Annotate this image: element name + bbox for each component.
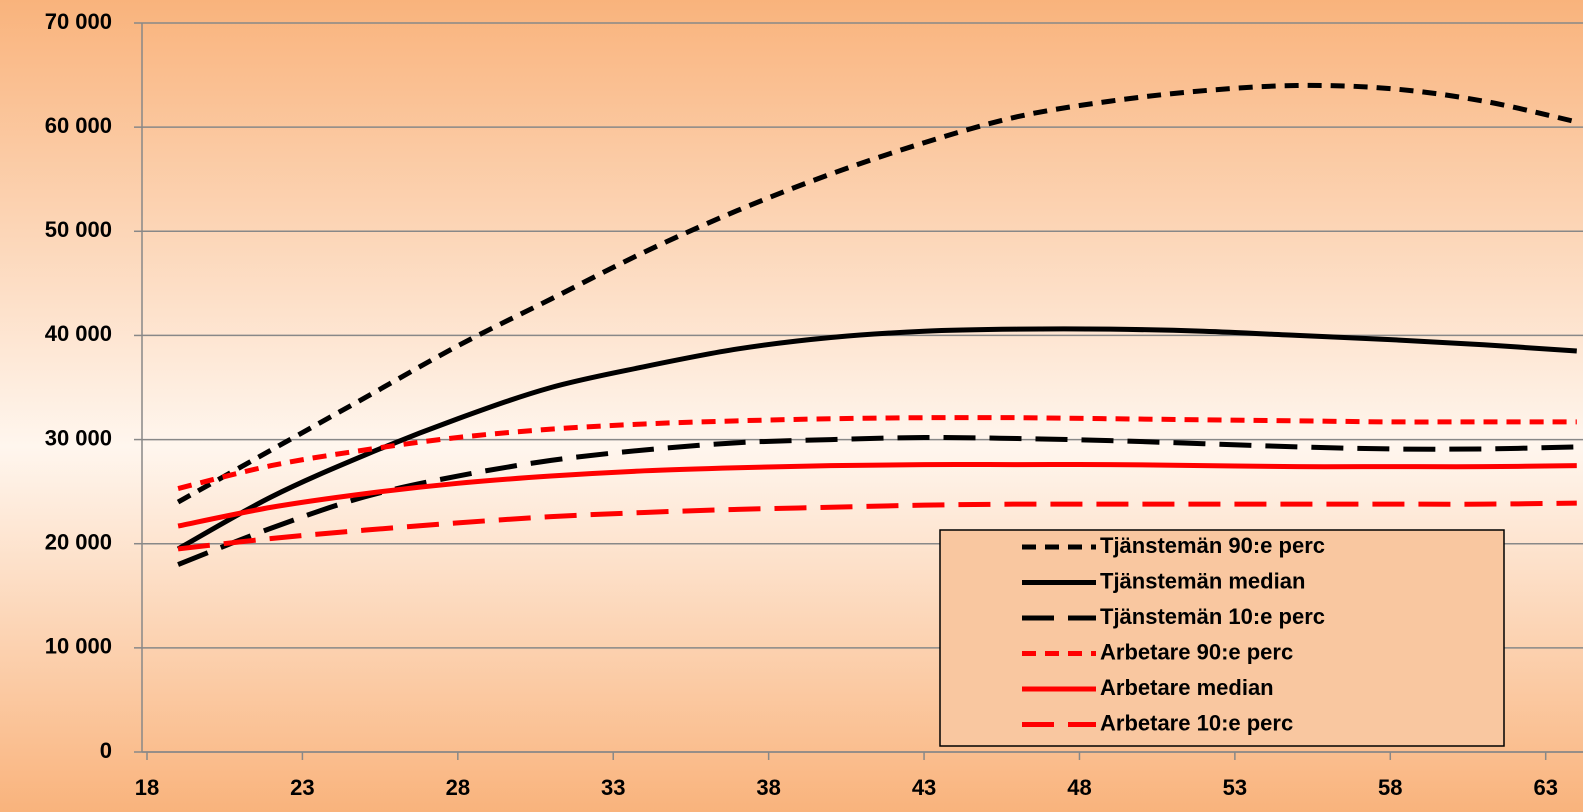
y-tick-label: 10 000 — [45, 634, 112, 659]
y-tick-label: 60 000 — [45, 113, 112, 138]
x-tick-label: 63 — [1533, 775, 1557, 800]
y-tick-label: 0 — [100, 738, 112, 763]
legend-box — [939, 529, 1505, 747]
x-tick-label: 23 — [290, 775, 314, 800]
legend-label: Tjänstemän 10:e perc — [1100, 604, 1325, 629]
x-tick-label: 28 — [446, 775, 470, 800]
legend-label: Tjänstemän median — [1100, 568, 1305, 593]
y-tick-label: 70 000 — [45, 9, 112, 34]
y-tick-label: 40 000 — [45, 321, 112, 346]
series-line — [176, 82, 1578, 505]
legend-label: Arbetare 90:e perc — [1100, 639, 1293, 664]
x-tick-label: 58 — [1378, 775, 1402, 800]
y-tick-label: 20 000 — [45, 530, 112, 555]
legend-label: Tjänstemän 90:e perc — [1100, 533, 1325, 558]
legend-label: Arbetare 10:e perc — [1100, 710, 1293, 735]
x-tick-label: 53 — [1223, 775, 1247, 800]
series-line — [176, 326, 1577, 552]
series-line — [177, 461, 1577, 529]
series-line — [177, 500, 1577, 552]
y-tick-label: 30 000 — [45, 425, 112, 450]
x-tick-label: 18 — [135, 775, 159, 800]
x-tick-label: 48 — [1067, 775, 1091, 800]
series-line — [177, 415, 1577, 491]
legend: Tjänstemän 90:e perc Tjänstemän median Tjä… — [939, 529, 1505, 747]
x-tick-label: 38 — [756, 775, 780, 800]
y-tick-label: 50 000 — [45, 217, 112, 242]
x-tick-label: 43 — [912, 775, 936, 800]
x-tick-label: 33 — [601, 775, 625, 800]
legend-label: Arbetare median — [1100, 675, 1274, 700]
